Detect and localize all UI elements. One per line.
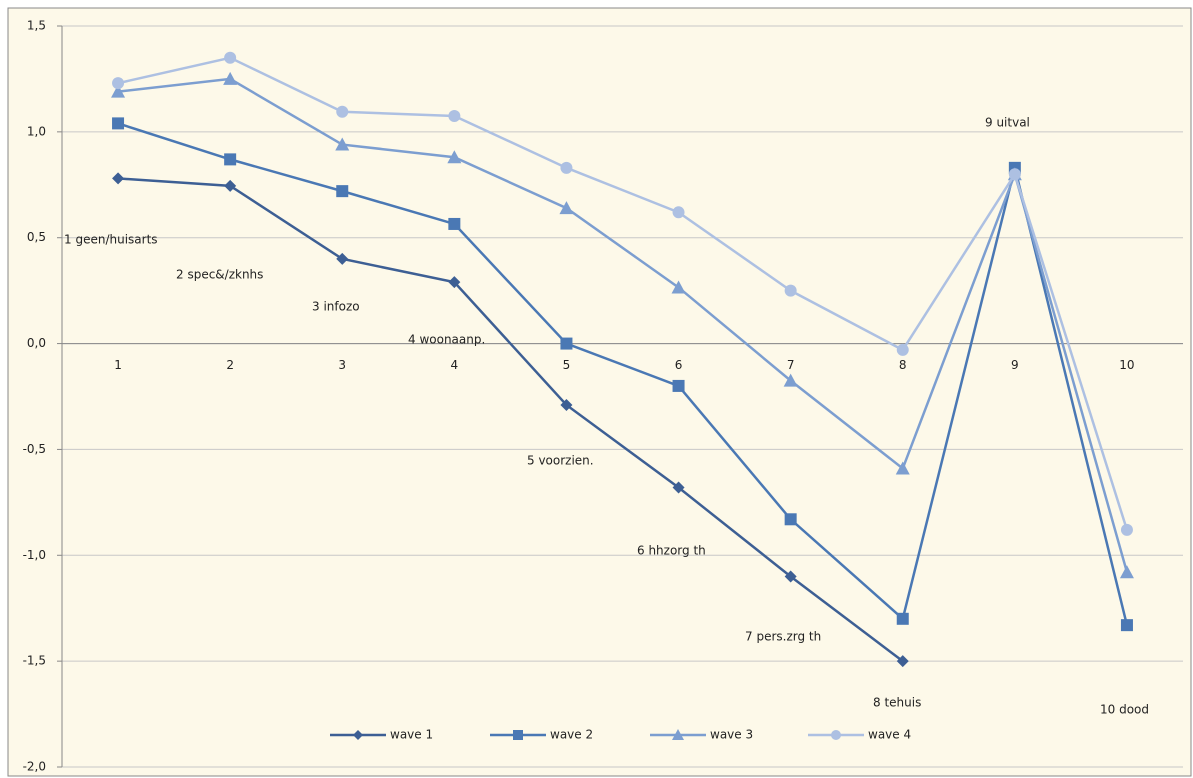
point [224,51,237,64]
legend-label: wave 4 [868,728,911,742]
annotation: 5 voorzien. [527,454,594,468]
point [224,179,237,192]
point [895,461,910,475]
series-line [117,177,904,663]
annotation: 9 uitval [985,116,1030,130]
point [672,206,685,219]
point [335,137,350,151]
x-tick-label: 7 [787,358,795,372]
x-tick-label: 6 [675,358,683,372]
point [1119,565,1134,579]
x-tick-label: 9 [1011,358,1019,372]
annotation: 6 hhzorg th [637,544,706,558]
x-tick-label: 8 [899,358,907,372]
x-tick-label: 10 [1119,358,1134,372]
y-tick-label: 1,5 [27,19,46,33]
legend-marker [353,730,363,740]
point [112,77,125,90]
y-tick-label: -1,5 [23,654,46,668]
series-line [117,56,1129,531]
x-tick-label: 5 [563,358,571,372]
point [672,379,685,392]
annotation: 10 dood [1100,703,1149,717]
x-tick-label: 3 [338,358,346,372]
point [1120,523,1133,536]
annotation: 1 geen/huisarts [64,233,158,247]
annotation: 8 tehuis [873,696,921,710]
point [448,276,461,289]
y-tick-label: -1,0 [23,548,46,562]
point [896,343,909,356]
point [111,84,126,98]
series-line [117,122,1129,626]
chart-frame [7,7,1192,777]
y-tick-label: 0,5 [27,230,46,244]
legend-item: wave 1 [330,728,433,742]
series [112,172,909,668]
legend-item: wave 2 [490,728,593,742]
legend-marker [513,730,523,740]
point [1120,619,1133,632]
point [671,280,686,294]
annotation: 2 spec&/zknhs [176,268,263,282]
point [784,570,797,583]
annotation: 4 woonaanp. [408,333,485,347]
point [448,217,461,230]
point [783,373,798,387]
point [112,117,125,130]
point [672,481,685,494]
annotation: 7 pers.zrg th [745,630,821,644]
point [448,109,461,122]
point [447,150,462,164]
series [112,51,1133,536]
point [559,201,574,215]
series-line [117,77,1129,573]
y-tick-label: -2,0 [23,760,46,774]
point [112,172,125,185]
point [1008,168,1021,181]
point [223,71,238,85]
point [560,161,573,174]
legend-marker [672,729,684,740]
point [336,185,349,198]
point [560,398,573,411]
x-tick-label: 4 [451,358,459,372]
annotation: 3 infozo [312,300,360,314]
legend-marker [831,730,841,740]
point [784,513,797,526]
legend-item: wave 4 [808,728,911,742]
point [784,284,797,297]
point [224,153,237,166]
y-tick-label: -0,5 [23,442,46,456]
x-tick-label: 2 [226,358,234,372]
point [896,655,909,668]
series [112,117,1133,632]
point [336,105,349,118]
point [896,612,909,625]
x-tick-label: 1 [114,358,122,372]
legend-item: wave 3 [650,728,753,742]
legend-label: wave 1 [390,728,433,742]
legend-label: wave 2 [550,728,593,742]
point [336,252,349,265]
y-tick-label: 1,0 [27,124,46,138]
legend-label: wave 3 [710,728,753,742]
point [560,337,573,350]
y-tick-label: 0,0 [27,336,46,350]
